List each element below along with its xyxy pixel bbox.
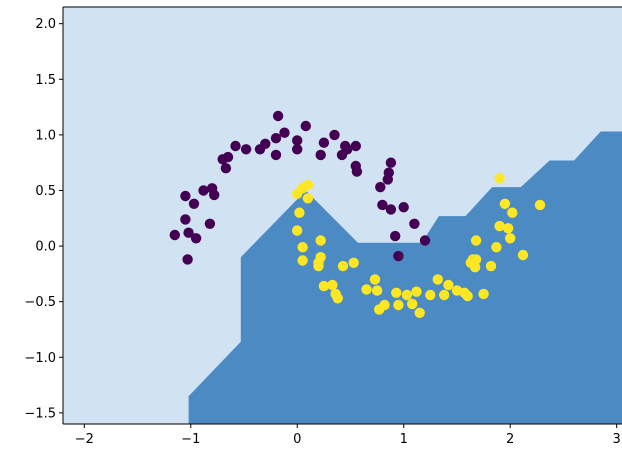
data-point-class-0 [180, 214, 191, 225]
y-tick-label: 1.5 [35, 73, 56, 88]
y-tick-label: −0.5 [24, 295, 56, 310]
y-tick-label: 2.0 [35, 17, 56, 32]
data-point-class-1 [294, 207, 305, 218]
data-point-class-0 [169, 229, 180, 241]
data-point-class-0 [292, 144, 303, 155]
data-point-class-1 [494, 220, 505, 232]
data-point-class-0 [204, 218, 216, 229]
data-point-class-0 [318, 137, 330, 148]
data-point-class-0 [342, 144, 353, 155]
data-point-class-0 [279, 127, 290, 138]
data-point-class-0 [222, 151, 234, 163]
data-point-class-1 [478, 288, 489, 300]
data-point-class-1 [379, 299, 390, 311]
x-tick-label: −2 [75, 432, 94, 447]
data-point-class-1 [361, 284, 372, 295]
data-point-class-0 [188, 198, 200, 209]
data-point-class-0 [385, 157, 397, 168]
data-point-class-1 [439, 289, 450, 301]
data-point-class-1 [485, 260, 497, 272]
y-tick-label: 0.5 [35, 184, 56, 199]
data-point-class-1 [302, 193, 314, 204]
y-tick-label: −1.0 [24, 351, 56, 366]
data-point-class-0 [272, 110, 284, 122]
data-point-class-1 [411, 286, 422, 297]
data-point-class-1 [348, 257, 359, 268]
data-point-class-1 [414, 307, 425, 318]
data-point-class-0 [182, 254, 193, 265]
data-point-class-0 [270, 133, 282, 144]
data-point-class-1 [505, 233, 516, 244]
data-point-class-1 [491, 242, 502, 253]
data-point-class-0 [300, 120, 311, 132]
data-point-class-0 [198, 185, 209, 196]
data-point-class-0 [292, 135, 303, 146]
data-point-class-1 [332, 293, 343, 304]
data-point-class-0 [419, 235, 431, 246]
data-point-class-1 [407, 298, 418, 310]
data-point-class-1 [297, 242, 308, 253]
data-point-class-0 [377, 199, 388, 211]
data-point-class-0 [398, 202, 409, 213]
data-point-class-1 [443, 279, 454, 291]
data-point-class-1 [470, 235, 482, 246]
data-point-class-1 [494, 173, 505, 184]
data-point-class-0 [260, 138, 271, 149]
data-point-class-0 [230, 140, 241, 152]
x-tick-label: 1 [400, 432, 408, 447]
data-point-class-1 [462, 290, 473, 302]
data-point-class-0 [409, 218, 420, 229]
data-point-class-1 [499, 198, 511, 209]
data-point-class-0 [180, 190, 191, 202]
y-tick-label: 0.0 [35, 240, 56, 255]
data-point-class-1 [502, 223, 514, 234]
data-point-class-1 [315, 235, 326, 246]
data-point-class-0 [270, 149, 282, 161]
data-point-class-0 [240, 144, 252, 155]
data-point-class-1 [470, 254, 482, 265]
data-point-class-0 [315, 149, 326, 161]
x-tick-label: −1 [181, 432, 200, 447]
data-point-class-0 [385, 204, 397, 215]
data-point-class-1 [297, 255, 308, 266]
data-point-class-1 [391, 287, 402, 298]
data-point-class-1 [371, 285, 383, 296]
data-point-class-1 [425, 289, 436, 301]
data-point-class-1 [292, 225, 303, 236]
data-point-class-0 [390, 230, 401, 242]
data-point-class-1 [393, 299, 404, 311]
data-point-class-0 [206, 183, 218, 194]
data-point-class-0 [183, 227, 194, 238]
x-tick-label: 2 [506, 432, 514, 447]
data-point-class-0 [220, 163, 232, 174]
data-point-class-1 [302, 179, 314, 191]
x-tick-label: 3 [613, 432, 621, 447]
data-point-class-1 [401, 289, 413, 301]
data-point-class-0 [351, 166, 363, 177]
data-point-class-1 [469, 262, 481, 273]
data-point-class-0 [190, 233, 202, 244]
data-point-class-0 [375, 181, 386, 193]
decision-region-class-1 [188, 131, 622, 424]
x-tick-label: 0 [293, 432, 301, 447]
data-point-class-0 [393, 250, 404, 262]
y-tick-label: −1.5 [24, 406, 56, 421]
data-point-class-1 [327, 279, 338, 291]
y-tick-label: 1.0 [35, 128, 56, 143]
data-point-class-1 [313, 260, 324, 272]
data-point-class-1 [337, 260, 349, 272]
data-point-class-1 [517, 249, 529, 261]
data-point-class-1 [318, 280, 330, 292]
data-point-class-0 [350, 140, 361, 152]
data-point-class-1 [534, 199, 546, 211]
data-point-class-0 [383, 167, 394, 178]
axes: −2 −1 0 1 2 3 −1.5 −1.0 −0.5 0.0 0.5 1.0 1.5 2.0 [24, 6, 622, 447]
data-point-class-0 [329, 129, 340, 141]
scatter-points [169, 110, 546, 318]
data-point-class-1 [369, 274, 381, 285]
data-point-class-1 [507, 207, 518, 218]
data-point-class-1 [432, 274, 443, 285]
